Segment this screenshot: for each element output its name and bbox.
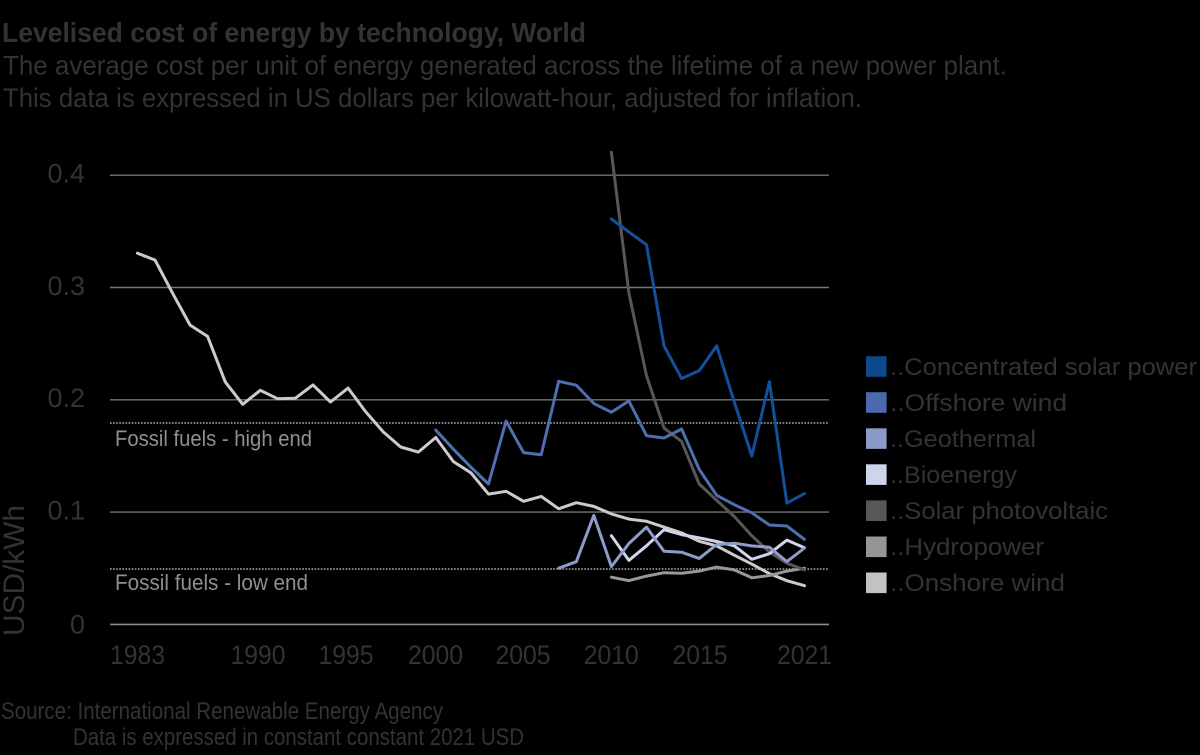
svg-text:1983: 1983	[110, 640, 165, 670]
svg-text:Levelised cost of energy by te: Levelised cost of energy by technology, …	[2, 17, 586, 48]
svg-text:2021: 2021	[777, 640, 832, 670]
svg-text:..Concentrated solar power: ..Concentrated solar power	[890, 354, 1197, 381]
svg-text:Fossil fuels - low end: Fossil fuels - low end	[115, 570, 308, 595]
svg-text:2000: 2000	[408, 640, 463, 670]
svg-text:0.3: 0.3	[47, 271, 85, 301]
svg-text:..Geothermal: ..Geothermal	[890, 426, 1036, 453]
svg-text:2015: 2015	[673, 640, 728, 670]
svg-text:0.2: 0.2	[47, 383, 85, 413]
svg-text:This data is expressed in US d: This data is expressed in US dollars per…	[3, 83, 862, 113]
svg-text:The average cost per unit of e: The average cost per unit of energy gene…	[3, 51, 1007, 81]
svg-text:2005: 2005	[496, 640, 551, 670]
svg-text:USD/kWh: USD/kWh	[0, 505, 31, 636]
svg-text:..Offshore wind: ..Offshore wind	[890, 390, 1067, 417]
svg-text:..Bioenergy: ..Bioenergy	[890, 462, 1017, 489]
svg-text:..Hydropower: ..Hydropower	[890, 534, 1044, 561]
svg-text:0.4: 0.4	[47, 159, 85, 189]
svg-text:0.1: 0.1	[47, 495, 85, 525]
svg-text:1990: 1990	[231, 640, 286, 670]
svg-text:Source: International Renewabl: Source: International Renewable Energy A…	[1, 698, 443, 725]
svg-text:..Onshore wind: ..Onshore wind	[890, 570, 1065, 597]
svg-text:1995: 1995	[319, 640, 374, 670]
svg-text:2010: 2010	[584, 640, 639, 670]
svg-text:..Solar photovoltaic: ..Solar photovoltaic	[890, 498, 1108, 525]
svg-text:Data is expressed in constant: Data is expressed in constant constant 2…	[73, 724, 524, 750]
svg-text:0: 0	[70, 610, 85, 640]
svg-text:Fossil fuels - high end: Fossil fuels - high end	[115, 426, 312, 451]
